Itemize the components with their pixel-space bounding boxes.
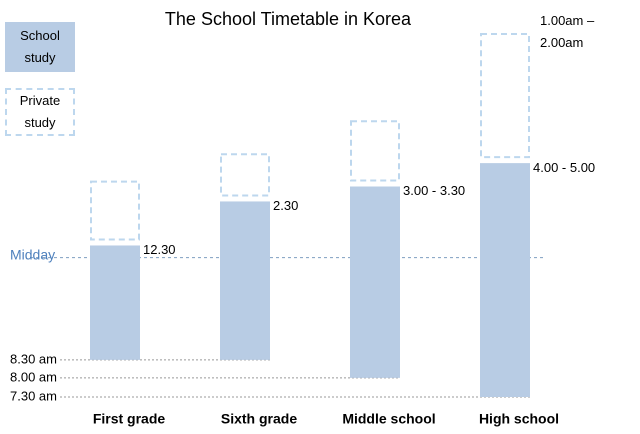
y-tick-label: 8.00 am xyxy=(10,369,57,384)
end-label: 4.00 - 5.00 xyxy=(533,160,596,176)
x-tick-label: First grade xyxy=(93,411,166,427)
legend-school: School study xyxy=(5,22,75,72)
end-label: 3.00 - 3.30 xyxy=(403,183,466,199)
legend-private: Private study xyxy=(5,88,75,136)
school-bar xyxy=(350,186,400,378)
school-bar xyxy=(90,245,140,360)
school-bar xyxy=(480,163,530,397)
x-tick-label: Middle school xyxy=(342,411,435,427)
end-label: 2.30 xyxy=(273,198,299,214)
private-box xyxy=(350,120,400,182)
private-box xyxy=(90,180,140,241)
x-tick-label: High school xyxy=(479,411,559,427)
end-label: 12.30 xyxy=(143,242,176,258)
x-tick-label: Sixth grade xyxy=(221,411,297,427)
y-tick-label: 7.30 am xyxy=(10,388,57,403)
private-box xyxy=(220,153,270,197)
school-bar xyxy=(220,201,270,360)
y-tick-label: 8.30 am xyxy=(10,351,57,366)
y-tick-label: Midday xyxy=(10,246,55,262)
private-box xyxy=(480,33,530,159)
chart-title: The School Timetable in Korea xyxy=(165,9,412,29)
private-end-label: 1.00am – 2.00am xyxy=(540,13,595,50)
